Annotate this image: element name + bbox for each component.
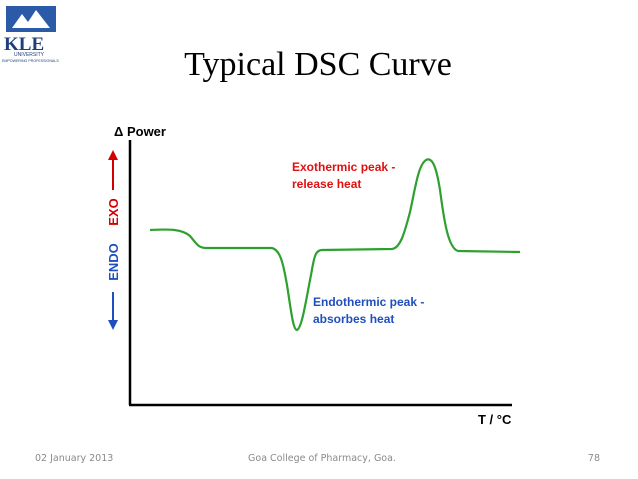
- endo-arrowhead: [108, 320, 118, 330]
- footer-date: 02 January 2013: [35, 453, 113, 464]
- logo-figure: [12, 10, 50, 28]
- slide-title: Typical DSC Curve: [184, 46, 452, 83]
- exo-annotation: Exothermic peak -: [292, 160, 395, 174]
- endo-annotation: Endothermic peak -: [313, 295, 424, 309]
- endo-annotation: absorbes heat: [313, 312, 394, 326]
- x-axis-label: T / °C: [478, 412, 512, 427]
- logo-subtitle: UNIVERSITY: [14, 52, 45, 58]
- exo-label: EXO: [106, 198, 121, 225]
- logo: KLE UNIVERSITY EMPOWERING PROFESSIONALS: [2, 6, 59, 63]
- y-axis-label: Δ Power: [114, 124, 166, 139]
- logo-name: KLE: [4, 34, 44, 55]
- endo-label: ENDO: [106, 243, 121, 281]
- exo-arrowhead: [108, 150, 118, 160]
- exo-annotation: release heat: [292, 177, 361, 191]
- footer-page: 78: [588, 453, 600, 464]
- footer-center: Goa College of Pharmacy, Goa.: [248, 453, 396, 464]
- diagram: Δ Power T / °C EXO ENDO Exothermic peak …: [106, 124, 521, 427]
- logo-tagline: EMPOWERING PROFESSIONALS: [2, 59, 59, 63]
- dsc-curve: [149, 158, 521, 332]
